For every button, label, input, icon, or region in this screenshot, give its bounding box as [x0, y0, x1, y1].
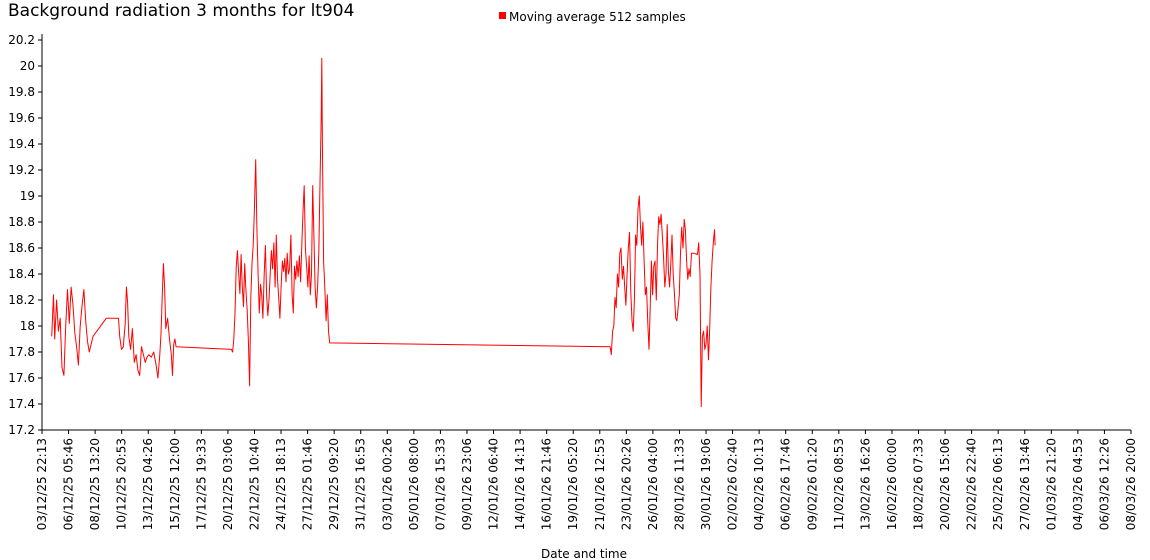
x-tick-label: 27/02/26 13:46 — [1018, 438, 1032, 530]
x-tick-label: 30/01/26 19:06 — [699, 438, 713, 530]
y-tick-label: 19.4 — [8, 137, 35, 151]
x-tick-label: 22/02/26 22:40 — [965, 438, 979, 530]
y-tick-label: 17.6 — [8, 371, 35, 385]
x-tick-label: 25/02/26 06:13 — [991, 438, 1005, 530]
x-axis-ticks: 03/12/25 22:13 06/12/25 05:46 08/12/25 13:… — [35, 430, 1138, 530]
x-tick-label: 20/12/25 03:06 — [221, 438, 235, 530]
x-tick-label: 04/02/26 10:13 — [752, 438, 766, 530]
x-tick-label: 06/12/25 05:46 — [62, 438, 76, 530]
series-line-moving-average — [51, 57, 716, 408]
x-tick-label: 22/12/25 10:40 — [247, 438, 261, 530]
x-tick-label: 08/12/25 13:20 — [88, 438, 102, 530]
x-tick-label: 05/01/26 08:00 — [407, 438, 421, 530]
x-tick-label: 15/12/25 12:00 — [168, 438, 182, 530]
x-tick-label: 17/12/25 19:33 — [194, 438, 208, 530]
x-tick-label: 13/12/25 04:26 — [141, 438, 155, 530]
legend: Moving average 512 samples — [499, 10, 686, 24]
y-tick-label: 18 — [20, 319, 35, 333]
legend-label: Moving average 512 samples — [509, 10, 686, 24]
x-tick-label: 04/03/26 04:53 — [1071, 438, 1085, 530]
x-tick-label: 12/01/26 06:40 — [487, 438, 501, 530]
x-tick-label: 10/12/25 20:53 — [115, 438, 129, 530]
x-tick-label: 20/02/26 15:06 — [938, 438, 952, 530]
x-tick-label: 28/01/26 11:33 — [672, 438, 686, 530]
y-tick-label: 20 — [20, 59, 35, 73]
x-tick-label: 23/01/26 20:26 — [619, 438, 633, 530]
x-tick-label: 03/12/25 22:13 — [35, 438, 49, 530]
y-tick-label: 19.6 — [8, 111, 35, 125]
x-tick-label: 14/01/26 14:13 — [513, 438, 527, 530]
y-tick-label: 19.8 — [8, 85, 35, 99]
x-tick-label: 06/03/26 12:26 — [1097, 438, 1111, 530]
y-tick-label: 17.2 — [8, 423, 35, 437]
series-lines — [51, 57, 716, 408]
y-axis-ticks: 17.2 17.4 17.6 17.8 18 18.2 18.4 18.6 18.8 19 19.2… — [8, 33, 42, 437]
y-tick-label: 18.2 — [8, 293, 35, 307]
x-tick-label: 21/01/26 12:53 — [593, 438, 607, 530]
x-tick-label: 07/01/26 15:33 — [433, 438, 447, 530]
legend-swatch — [499, 12, 506, 19]
x-axis-label: Date and time — [541, 547, 627, 560]
x-tick-label: 27/12/25 01:46 — [301, 438, 315, 530]
x-tick-label: 18/02/26 07:33 — [912, 438, 926, 530]
x-tick-label: 19/01/26 05:20 — [566, 438, 580, 530]
x-tick-label: 06/02/26 17:46 — [779, 438, 793, 530]
x-tick-label: 01/03/26 21:20 — [1044, 438, 1058, 530]
x-tick-label: 16/01/26 21:46 — [540, 438, 554, 530]
axes — [41, 34, 1131, 431]
y-tick-label: 18.8 — [8, 215, 35, 229]
chart-title: Background radiation 3 months for lt904 — [8, 1, 354, 21]
y-tick-label: 17.8 — [8, 345, 35, 359]
y-tick-label: 20.2 — [8, 33, 35, 47]
y-tick-label: 18.4 — [8, 267, 35, 281]
x-tick-label: 24/12/25 18:13 — [274, 438, 288, 530]
x-tick-label: 26/01/26 04:00 — [646, 438, 660, 530]
x-tick-label: 09/02/26 01:20 — [805, 438, 819, 530]
y-tick-label: 19 — [20, 189, 35, 203]
y-tick-label: 19.2 — [8, 163, 35, 177]
y-tick-label: 17.4 — [8, 397, 35, 411]
x-tick-label: 31/12/25 16:53 — [354, 438, 368, 530]
x-tick-label: 02/02/26 02:40 — [726, 438, 740, 530]
x-tick-label: 11/02/26 08:53 — [832, 438, 846, 530]
x-tick-label: 09/01/26 23:06 — [460, 438, 474, 530]
x-tick-label: 16/02/26 00:00 — [885, 438, 899, 530]
x-tick-label: 03/01/26 00:26 — [380, 438, 394, 530]
x-tick-label: 08/03/26 20:00 — [1124, 438, 1138, 530]
y-tick-label: 18.6 — [8, 241, 35, 255]
x-tick-label: 29/12/25 09:20 — [327, 438, 341, 530]
x-tick-label: 13/02/26 16:26 — [858, 438, 872, 530]
